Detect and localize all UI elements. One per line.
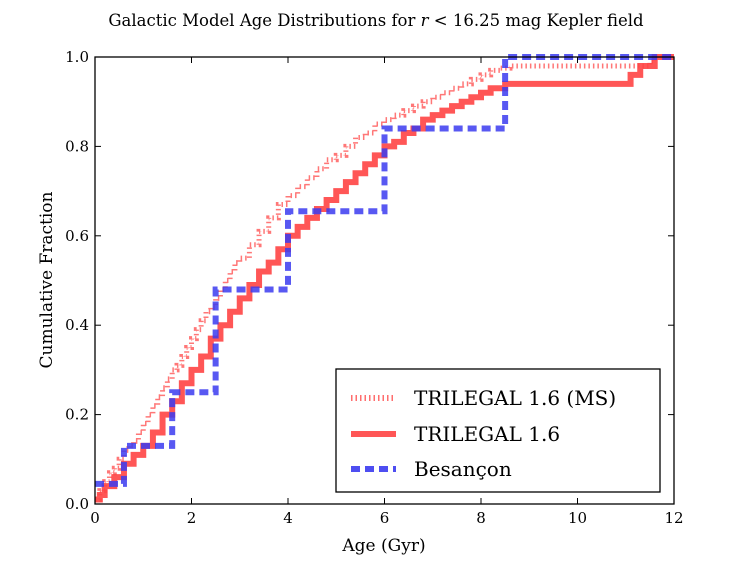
y-tick-label: 0.4 (65, 316, 89, 334)
series-trilegal-ms (95, 54, 674, 503)
y-tick-label: 0.6 (65, 227, 89, 245)
chart-title: Galactic Model Age Distributions for r <… (108, 11, 644, 30)
y-tick-label: 1.0 (65, 48, 89, 66)
legend-label-trilegal-ms: TRILEGAL 1.6 (MS) (414, 386, 616, 410)
legend-label-besancon: Besançon (414, 457, 512, 481)
axis-ticks: 0 2 4 6 8 10 12 0.0 0.2 0.4 0.6 0.8 1.0 (65, 48, 683, 527)
x-tick-label: 12 (664, 509, 683, 527)
y-tick-label: 0.2 (65, 406, 89, 424)
series-trilegal (95, 54, 674, 503)
x-tick-label: 0 (90, 509, 100, 527)
y-axis-label: Cumulative Fraction (37, 191, 57, 368)
y-tick-label: 0.8 (65, 137, 89, 155)
legend: TRILEGAL 1.6 (MS) TRILEGAL 1.6 Besançon (335, 368, 661, 493)
legend-box (335, 368, 661, 493)
legend-label-trilegal: TRILEGAL 1.6 (414, 422, 560, 446)
series-besancon (95, 54, 674, 487)
x-tick-label: 2 (187, 509, 197, 527)
plot-area (95, 54, 674, 503)
x-tick-label: 10 (568, 509, 587, 527)
x-tick-label: 4 (283, 509, 293, 527)
x-tick-label: 6 (380, 509, 390, 527)
chart-title-variable: r (421, 11, 430, 30)
x-axis-label: Age (Gyr) (341, 536, 425, 556)
plot-frame (94, 56, 675, 505)
x-tick-label: 8 (476, 509, 486, 527)
y-tick-label: 0.0 (65, 495, 89, 513)
